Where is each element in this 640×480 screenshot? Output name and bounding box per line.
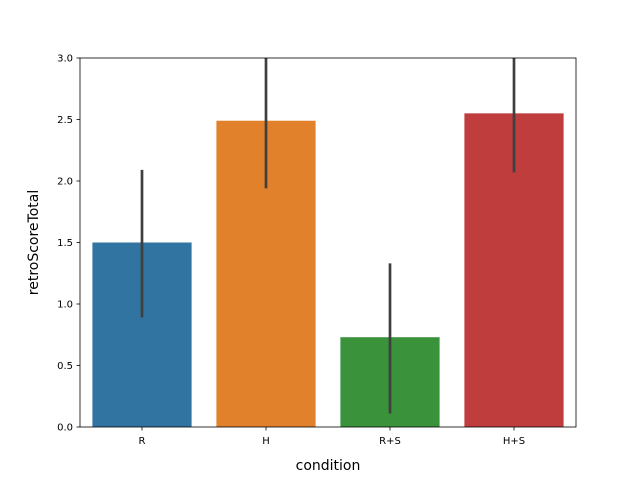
y-axis-ticks: 0.0 0.5 1.0 1.5 2.0 2.5 3.0: [57, 54, 80, 434]
bars: [92, 113, 564, 427]
y-tick-label: 0.0: [57, 423, 73, 434]
x-tick-label: H: [262, 436, 270, 447]
x-axis-ticks: R H R+S H+S: [139, 427, 525, 447]
error-bars: [140, 58, 516, 414]
x-tick-label: R+S: [379, 436, 401, 447]
y-tick-label: 2.5: [57, 115, 73, 126]
y-tick-label: 1.5: [57, 238, 73, 249]
y-tick-label: 3.0: [57, 54, 73, 65]
y-tick-label: 0.5: [57, 361, 73, 372]
y-tick-label: 1.0: [57, 300, 73, 311]
y-tick-label: 2.0: [57, 177, 73, 188]
x-tick-label: R: [139, 436, 146, 447]
x-tick-label: H+S: [503, 436, 525, 447]
y-axis-label: retroScoreTotal: [26, 190, 42, 295]
x-axis-label: condition: [296, 458, 361, 474]
